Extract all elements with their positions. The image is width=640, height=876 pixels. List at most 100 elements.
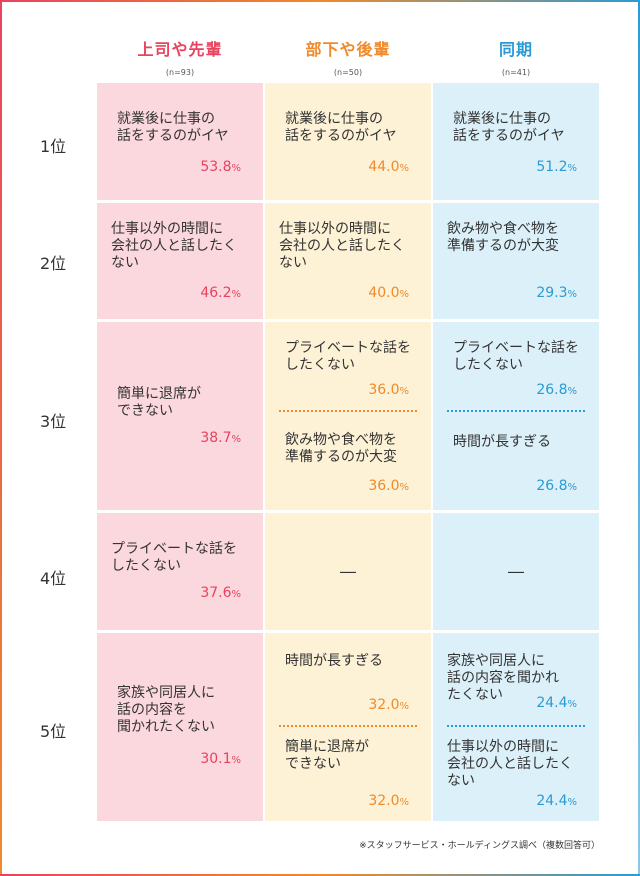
reason-text: 飲み物や食べ物を 準備するのが大変	[285, 432, 397, 466]
percentage-unit: %	[399, 163, 409, 174]
rank-label: 3位	[40, 412, 67, 431]
header-title: 部下や後輩	[305, 40, 391, 59]
frame-border-right	[638, 0, 640, 876]
reason-line: プライベートな話を	[285, 340, 411, 356]
percentage-value: 40.0	[368, 285, 400, 301]
reason-line: ない	[111, 255, 139, 271]
header-juniors: 部下や後輩 (n=50)	[265, 36, 431, 77]
frame-border-bottom	[0, 874, 640, 876]
rank3-juniors-cell: プライベートな話を したくない 36.0% 飲み物や食べ物を 準備するのが大変 …	[265, 322, 431, 510]
rank2-juniors-cell: 仕事以外の時間に 会社の人と話したく ない 40.0%	[265, 203, 431, 319]
reason-line: 話をするのがイヤ	[117, 128, 229, 144]
reason-line: 仕事以外の時間に	[447, 739, 559, 755]
percentage: 24.4%	[536, 793, 577, 809]
percentage-value: 37.6	[200, 585, 232, 601]
percentage: 46.2%	[200, 285, 241, 301]
reason-line: プライベートな話を	[111, 541, 237, 557]
reason-line: 仕事以外の時間に	[111, 221, 223, 237]
column-background-juniors	[265, 83, 431, 821]
reason-line: したくない	[453, 357, 523, 373]
header-title: 同期	[498, 40, 533, 59]
reason-text: 就業後に仕事の 話をするのがイヤ	[279, 111, 417, 145]
no-entry-dash: ―	[508, 562, 524, 581]
row-divider	[97, 510, 599, 513]
percentage-value: 38.7	[200, 430, 232, 446]
percentage-unit: %	[399, 482, 409, 493]
rank5-juniors-cell: 時間が長すぎる 32.0% 簡単に退席が できない 32.0%	[265, 633, 431, 821]
reason-line: できない	[117, 403, 173, 419]
reason-line: 家族や同居人に	[447, 653, 545, 669]
percentage-value: 36.0	[368, 478, 400, 494]
percentage-unit: %	[231, 434, 241, 445]
reason-line: 時間が長すぎる	[285, 653, 383, 669]
reason-line: 就業後に仕事の	[453, 111, 551, 127]
percentage: 26.8%	[536, 478, 577, 494]
reason-line: 飲み物や食べ物を	[285, 432, 397, 448]
percentage-unit: %	[399, 797, 409, 808]
reason-text: 家族や同居人に 話の内容を 聞かれたくない	[111, 685, 249, 736]
reason-line: 就業後に仕事の	[117, 111, 215, 127]
reason-text: プライベートな話を したくない	[447, 340, 585, 374]
reason-text: プライベートな話を したくない	[111, 541, 249, 575]
percentage: 32.0%	[368, 697, 409, 713]
rank-label: 5位	[40, 722, 67, 741]
rank2-peers-cell: 飲み物や食べ物を 準備するのが大変 29.3%	[433, 203, 599, 319]
reason-text: 飲み物や食べ物を 準備するのが大変	[447, 221, 585, 255]
reason-line: たくない	[447, 687, 503, 703]
dotted-divider	[447, 725, 585, 727]
percentage-value: 29.3	[536, 285, 568, 301]
reason-line: 聞かれたくない	[117, 719, 215, 735]
percentage: 44.0%	[368, 159, 409, 175]
rank-label: 2位	[40, 254, 67, 273]
reason-line: 仕事以外の時間に	[279, 221, 391, 237]
rank1-juniors-cell: 就業後に仕事の 話をするのがイヤ 44.0%	[265, 83, 431, 200]
percentage: 26.8%	[536, 382, 577, 398]
percentage: 40.0%	[368, 285, 409, 301]
percentage-unit: %	[399, 386, 409, 397]
no-entry-dash: ―	[340, 562, 356, 581]
rank1-superiors-cell: 就業後に仕事の 話をするのがイヤ 53.8%	[97, 83, 263, 200]
percentage: 53.8%	[200, 159, 241, 175]
percentage-value: 51.2	[536, 159, 568, 175]
row-divider	[97, 319, 599, 322]
row-divider	[97, 630, 599, 633]
percentage: 29.3%	[536, 285, 577, 301]
reason-line: 簡単に退席が	[117, 386, 201, 402]
percentage: 30.1%	[200, 751, 241, 767]
source-note: ※スタッフサービス・ホールディングス調べ（複数回答可）	[359, 841, 600, 851]
reason-line: 就業後に仕事の	[285, 111, 383, 127]
reason-text: 仕事以外の時間に 会社の人と話したく ない	[447, 739, 573, 790]
reason-line: したくない	[111, 558, 181, 574]
reason-line: 飲み物や食べ物を	[447, 221, 559, 237]
header-sample-size: (n=50)	[333, 68, 363, 77]
reason-line: 家族や同居人に	[117, 685, 215, 701]
percentage-unit: %	[567, 482, 577, 493]
reason-line: ない	[447, 773, 475, 789]
reason-line: 簡単に退席が	[285, 739, 369, 755]
rank3-superiors-cell: 簡単に退席が できない 38.7%	[97, 322, 263, 510]
percentage-unit: %	[567, 163, 577, 174]
percentage-unit: %	[231, 289, 241, 300]
percentage-unit: %	[567, 289, 577, 300]
rank-label: 1位	[40, 137, 67, 156]
reason-text: 就業後に仕事の 話をするのがイヤ	[447, 111, 585, 145]
reason-line: 会社の人と話したく	[111, 238, 237, 254]
percentage-unit: %	[231, 163, 241, 174]
column-background-peers	[433, 83, 599, 821]
reason-text: 簡単に退席が できない	[111, 386, 249, 420]
percentage-value: 26.8	[536, 382, 568, 398]
reason-line: 会社の人と話したく	[447, 756, 573, 772]
dotted-divider	[447, 410, 585, 412]
reason-line: ない	[279, 255, 307, 271]
rank5-peers-cell: 家族や同居人に 話の内容を聞かれ たくない 24.4% 仕事以外の時間に 会社の…	[433, 633, 599, 821]
reason-line: 話の内容を	[117, 702, 187, 718]
percentage-value: 53.8	[200, 159, 232, 175]
percentage: 36.0%	[368, 478, 409, 494]
column-background-superiors	[97, 83, 263, 821]
dotted-divider	[279, 410, 417, 412]
percentage-value: 36.0	[368, 382, 400, 398]
reason-line: 話の内容を聞かれ	[447, 670, 559, 686]
frame-border-top	[0, 0, 640, 2]
percentage: 37.6%	[200, 585, 241, 601]
